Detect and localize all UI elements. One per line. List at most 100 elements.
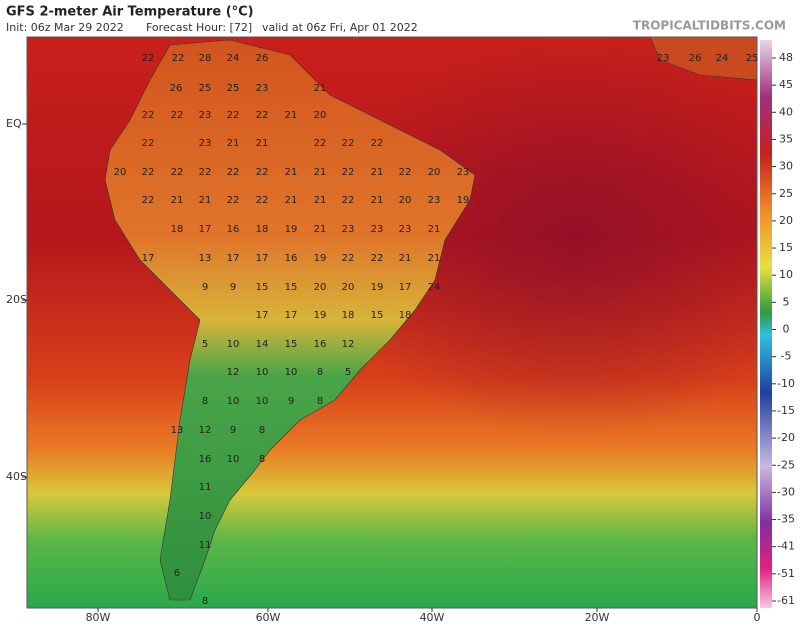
temperature-label: 22 <box>199 167 212 178</box>
temperature-label: 22 <box>171 167 184 178</box>
temperature-label: 23 <box>256 83 269 94</box>
init-time: Init: 06z Mar 29 2022 <box>6 21 124 34</box>
temperature-label: 20 <box>399 195 412 206</box>
temperature-label: 17 <box>256 310 269 321</box>
temperature-label: 16 <box>285 253 298 264</box>
temperature-label: 18 <box>399 310 412 321</box>
temperature-label: 25 <box>227 83 240 94</box>
temperature-label: 10 <box>227 396 240 407</box>
temperature-label: 21 <box>285 110 298 121</box>
temperature-label: 21 <box>227 138 240 149</box>
temperature-label: 18 <box>342 310 355 321</box>
temperature-label: 9 <box>288 396 294 407</box>
colorbar-label: -10 <box>777 377 795 390</box>
temperature-label: 6 <box>174 568 180 579</box>
temperature-label: 14 <box>256 339 269 350</box>
lon-label: 60W <box>256 611 281 624</box>
temperature-label: 23 <box>428 195 441 206</box>
temperature-label: 21 <box>256 138 269 149</box>
temperature-label: 20 <box>314 110 327 121</box>
colorbar-label: -61 <box>777 594 795 607</box>
temperature-label: 22 <box>256 110 269 121</box>
temperature-label: 21 <box>371 195 384 206</box>
colorbar-label: -5 <box>781 350 792 363</box>
temperature-label: 12 <box>227 367 240 378</box>
temperature-label: 10 <box>199 511 212 522</box>
temperature-label: 22 <box>399 167 412 178</box>
colorbar-label: 10 <box>779 268 793 281</box>
temperature-label: 17 <box>227 253 240 264</box>
temperature-label: 22 <box>227 110 240 121</box>
temperature-label: 23 <box>371 224 384 235</box>
temperature-label: 15 <box>371 310 384 321</box>
temperature-label: 22 <box>171 110 184 121</box>
temperature-label: 26 <box>170 83 183 94</box>
colorbar-label: 30 <box>779 160 793 173</box>
lat-label: 40S <box>6 470 27 483</box>
temperature-label: 20 <box>342 282 355 293</box>
temperature-label: 19 <box>314 310 327 321</box>
temperature-label: 22 <box>227 195 240 206</box>
colorbar-label: 40 <box>779 105 793 118</box>
lon-label: 0 <box>754 611 761 624</box>
lon-label: 40W <box>420 611 445 624</box>
map-frame <box>26 36 758 609</box>
temperature-label: 15 <box>256 282 269 293</box>
colorbar-label: -15 <box>777 404 795 417</box>
temperature-label: 24 <box>716 53 729 64</box>
temperature-label: 21 <box>428 253 441 264</box>
temperature-label: 22 <box>342 195 355 206</box>
temperature-label: 22 <box>256 167 269 178</box>
temperature-label: 10 <box>256 396 269 407</box>
temperature-label: 18 <box>171 224 184 235</box>
temperature-label: 22 <box>142 195 155 206</box>
temperature-label: 21 <box>399 253 412 264</box>
colorbar-label: 45 <box>779 78 793 91</box>
temperature-label: 5 <box>345 367 351 378</box>
temperature-label: 22 <box>227 167 240 178</box>
colorbar-label: 0 <box>783 323 790 336</box>
colorbar-label: 15 <box>779 241 793 254</box>
temperature-label: 16 <box>199 454 212 465</box>
temperature-label: 10 <box>227 454 240 465</box>
temperature-label: 25 <box>199 83 212 94</box>
temperature-label: 19 <box>285 224 298 235</box>
temperature-label: 11 <box>199 540 212 551</box>
temperature-label: 5 <box>202 339 208 350</box>
temperature-label: 16 <box>314 339 327 350</box>
temperature-label: 8 <box>259 454 265 465</box>
temperature-label: 8 <box>259 425 265 436</box>
temperature-label: 17 <box>199 224 212 235</box>
colorbar-label: -20 <box>777 431 795 444</box>
temperature-label: 21 <box>171 195 184 206</box>
south-america <box>104 39 476 601</box>
temperature-label: 23 <box>457 167 470 178</box>
temperature-label: 12 <box>199 425 212 436</box>
temperature-label: 10 <box>256 367 269 378</box>
temperature-label: 24 <box>227 53 240 64</box>
colorbar-label: 25 <box>779 187 793 200</box>
temperature-label: 26 <box>256 53 269 64</box>
temperature-label: 22 <box>342 138 355 149</box>
colorbar-label: -41 <box>777 540 795 553</box>
temperature-label: 23 <box>657 53 670 64</box>
lon-label: 80W <box>86 611 111 624</box>
colorbar-label: -35 <box>777 513 795 526</box>
temperature-label: 26 <box>689 53 702 64</box>
colorbar-label: 5 <box>783 295 790 308</box>
temperature-label: 13 <box>199 253 212 264</box>
temperature-label: 20 <box>114 167 127 178</box>
temperature-label: 22 <box>342 167 355 178</box>
temperature-label: 23 <box>199 138 212 149</box>
temperature-label: 15 <box>285 282 298 293</box>
temperature-label: 28 <box>199 53 212 64</box>
temperature-label: 12 <box>342 339 355 350</box>
temperature-label: 21 <box>428 224 441 235</box>
temperature-label: 11 <box>199 482 212 493</box>
temperature-label: 8 <box>317 396 323 407</box>
temperature-label: 22 <box>371 253 384 264</box>
temperature-label: 22 <box>342 253 355 264</box>
temperature-label: 17 <box>399 282 412 293</box>
